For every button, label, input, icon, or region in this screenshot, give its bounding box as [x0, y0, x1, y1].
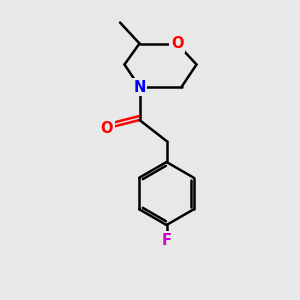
Text: N: N [133, 80, 146, 94]
Text: O: O [100, 121, 113, 136]
Text: F: F [161, 233, 172, 248]
Text: O: O [171, 36, 183, 51]
